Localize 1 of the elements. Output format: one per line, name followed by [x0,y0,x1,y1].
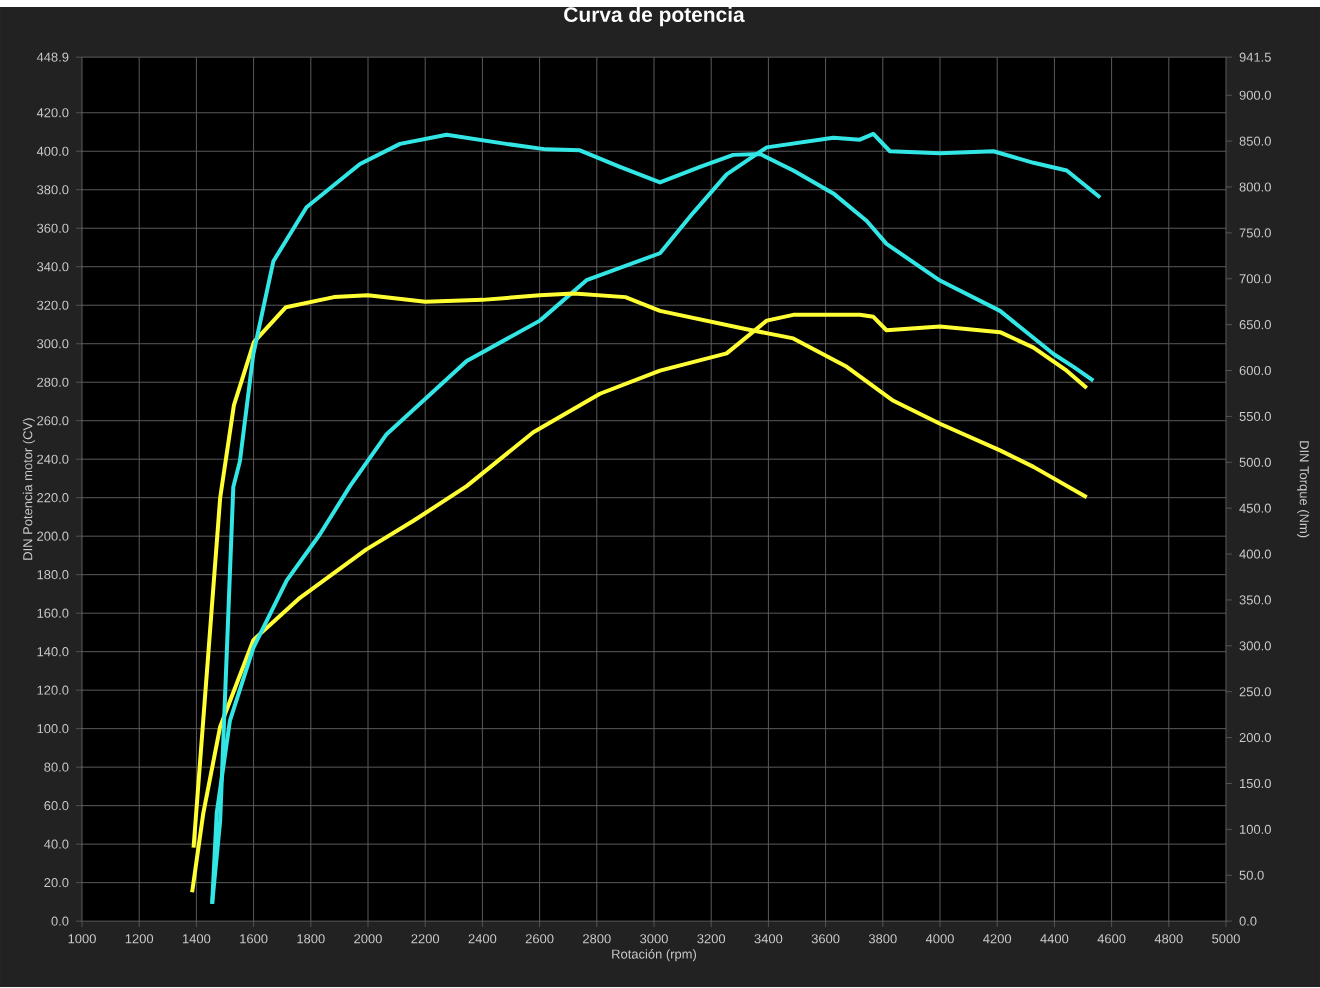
chart-title: Curva de potencia [564,7,745,27]
